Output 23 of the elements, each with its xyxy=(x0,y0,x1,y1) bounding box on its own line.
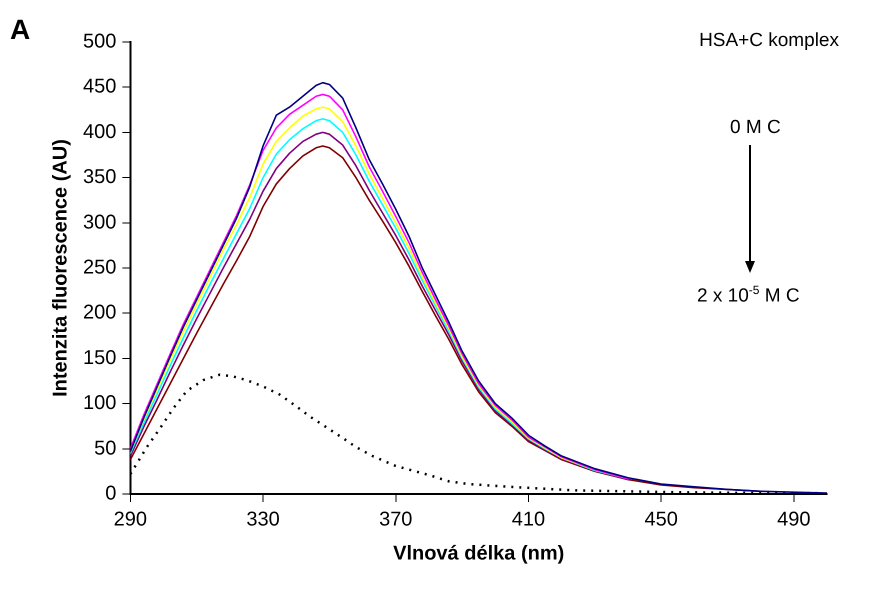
y-tick-label: 50 xyxy=(94,437,116,460)
annotation: HSA+C komplex xyxy=(699,30,839,52)
x-tick-label: 450 xyxy=(644,508,678,531)
x-tick-label: 370 xyxy=(379,508,412,531)
x-tick-label: 290 xyxy=(114,508,148,531)
annotation: 0 M C xyxy=(730,117,781,139)
y-tick-label: 250 xyxy=(82,256,116,279)
x-tick-label: 410 xyxy=(512,508,546,531)
x-tick-label: 490 xyxy=(777,508,811,531)
y-tick-label: 200 xyxy=(82,302,116,324)
y-tick-label: 150 xyxy=(82,346,116,369)
y-tick-label: 400 xyxy=(82,120,116,143)
y-tick-label: 450 xyxy=(82,76,116,98)
y-tick-label: 300 xyxy=(82,211,116,234)
x-axis-title: Vlnová délka (nm) xyxy=(393,542,564,565)
y-tick-label: 0 xyxy=(105,482,116,505)
text: A xyxy=(10,14,30,46)
y-tick-label: 350 xyxy=(82,166,116,188)
y-tick-label: 500 xyxy=(82,30,116,53)
y-axis-title: Intenzita fluorescence (AU) xyxy=(50,139,72,397)
x-tick-label: 330 xyxy=(246,508,280,531)
annotation: 2 x 10$^{-5}$ M C xyxy=(697,283,800,308)
y-tick-label: 100 xyxy=(82,392,116,414)
